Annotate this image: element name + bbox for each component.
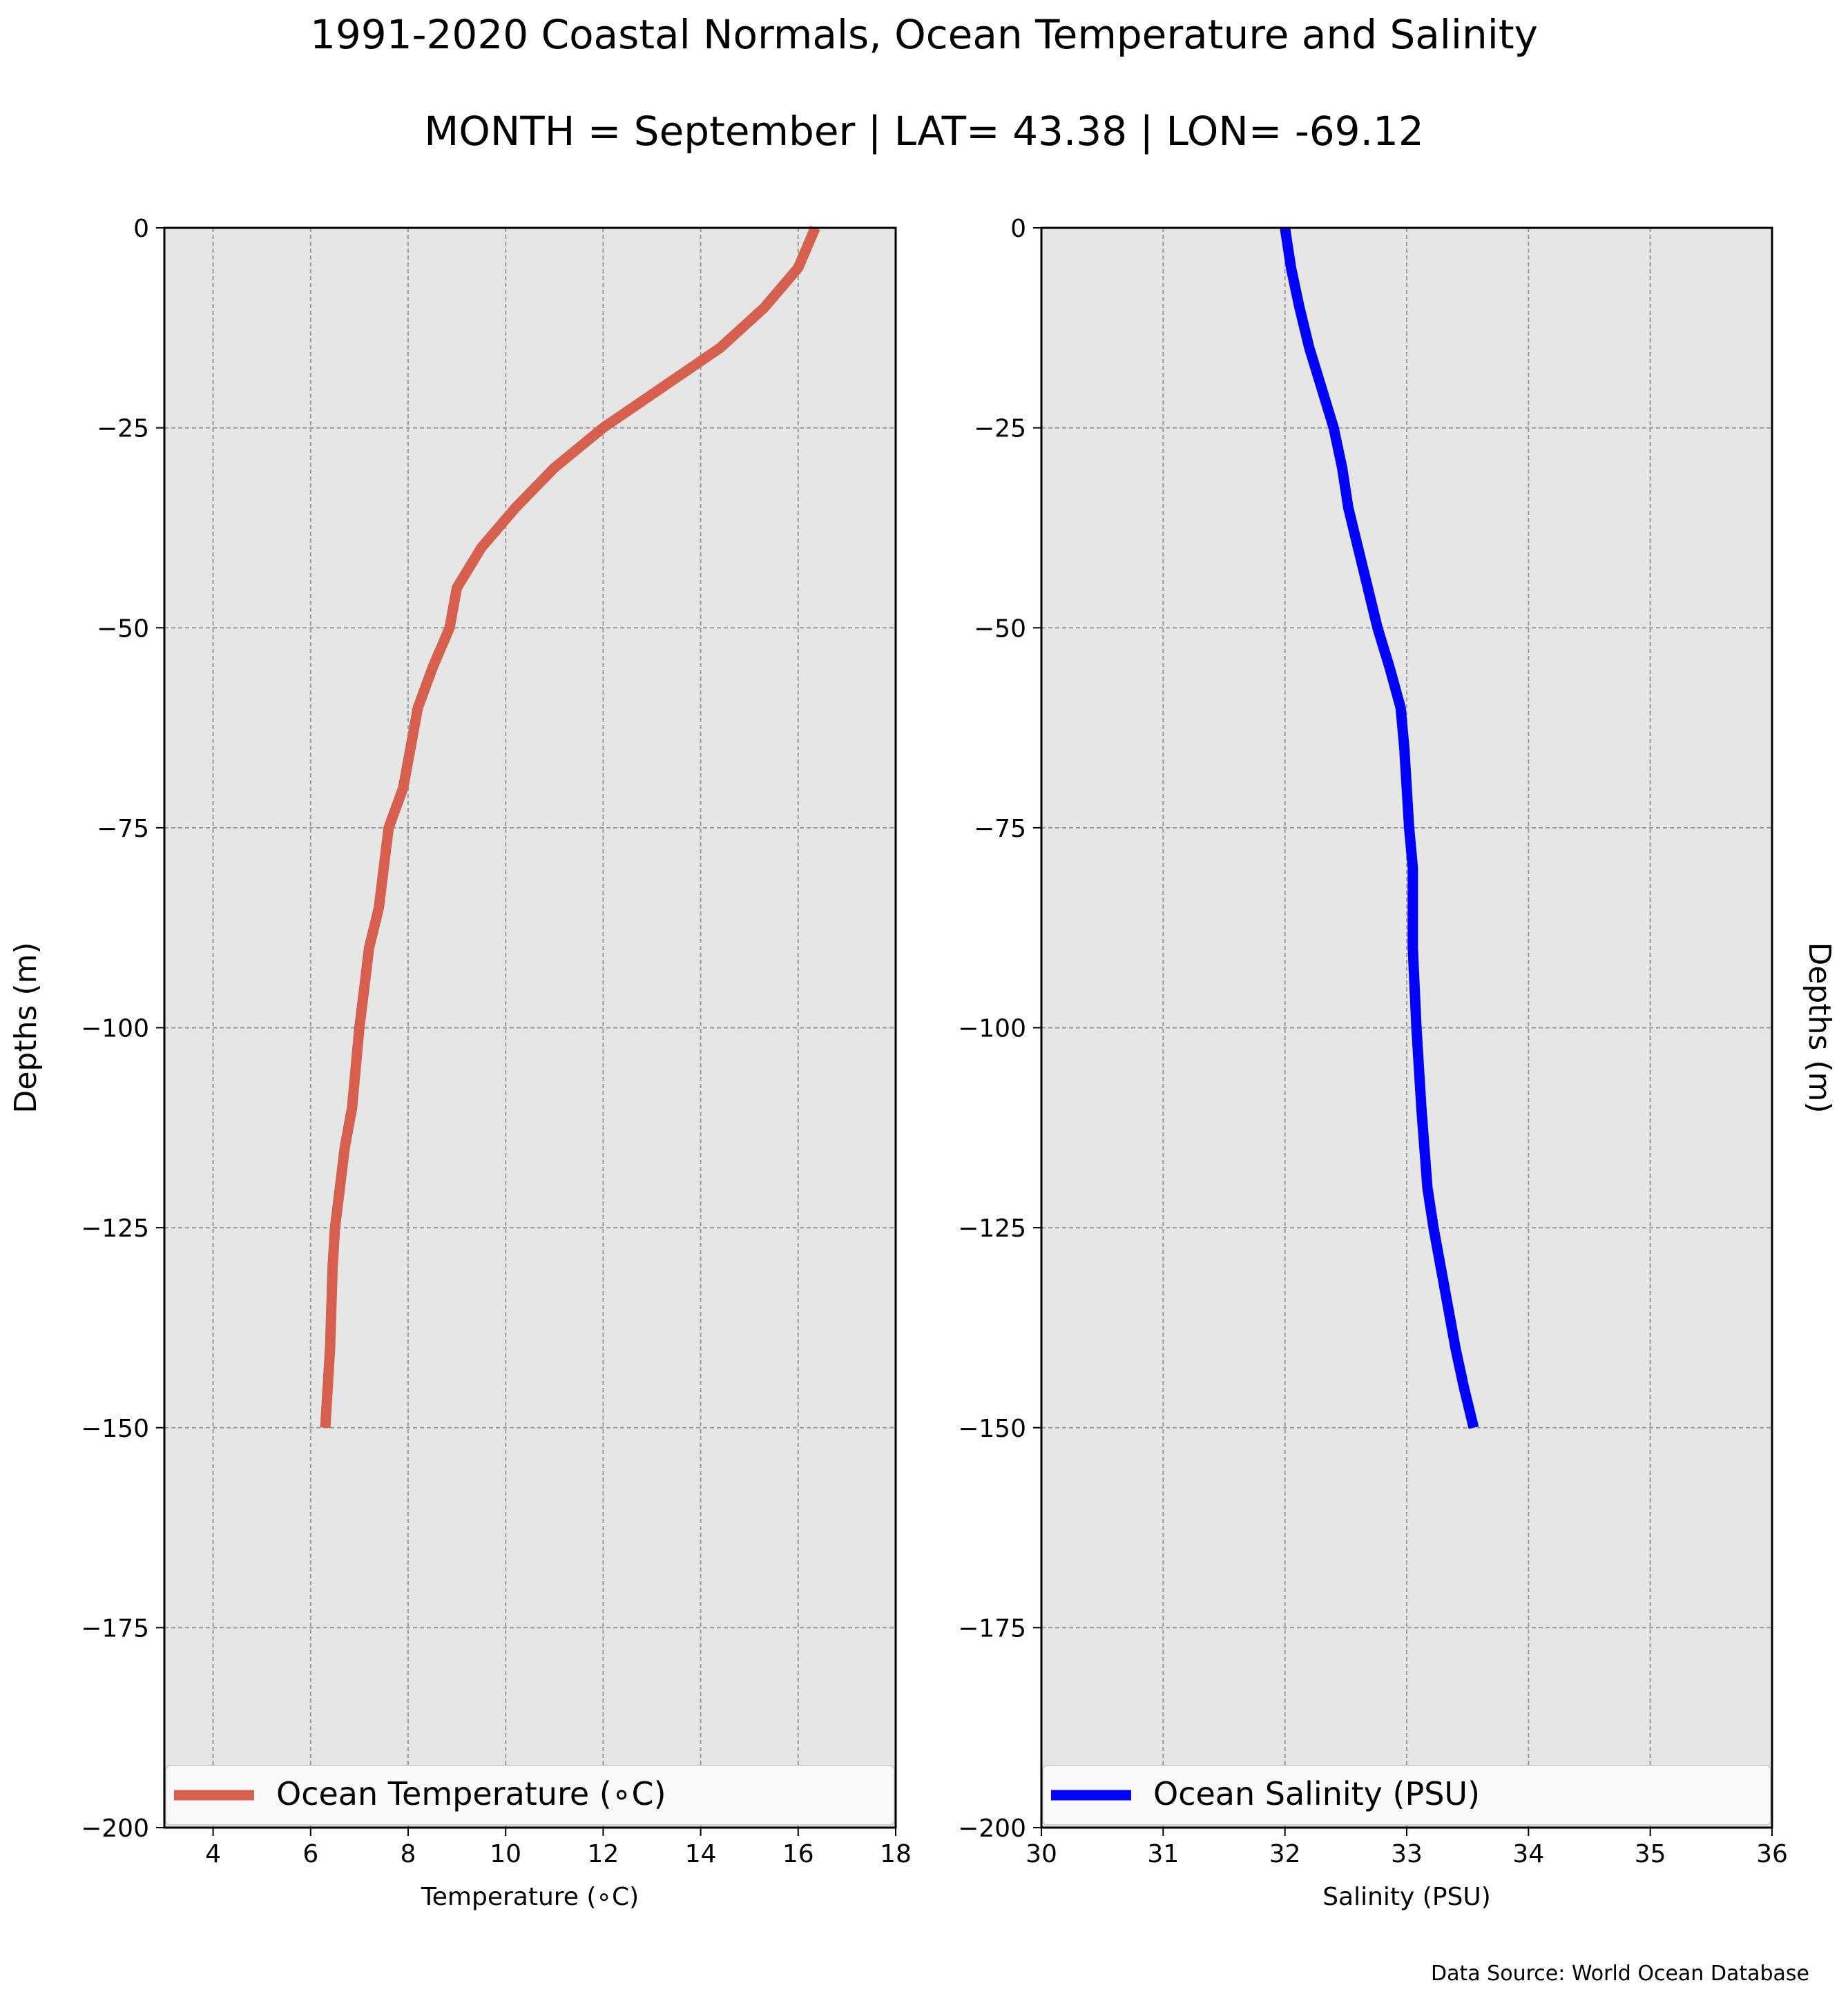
y-tick-label: −175 <box>958 1614 1026 1643</box>
y-tick-label: −125 <box>958 1215 1026 1243</box>
legend-box <box>165 1765 895 1826</box>
y-axis-label: Depths (m) <box>1802 942 1837 1113</box>
x-tick-label: 32 <box>1269 1840 1301 1868</box>
series-line <box>320 226 820 1429</box>
x-tick-label: 14 <box>685 1840 717 1868</box>
y-tick-label: −75 <box>97 815 149 843</box>
x-tick-label: 18 <box>880 1840 912 1868</box>
axes-frame <box>163 226 897 1829</box>
data-source-note: Data Source: World Ocean Database <box>1431 1962 1809 1986</box>
y-tick-label: 0 <box>133 215 149 243</box>
y-tick-label: −200 <box>81 1815 149 1843</box>
x-tick-label: 30 <box>1026 1840 1057 1868</box>
x-tick-label: 16 <box>782 1840 814 1868</box>
y-tick-label: −200 <box>958 1815 1026 1843</box>
y-tick-label: −25 <box>97 415 149 443</box>
x-axis-label: Salinity (PSU) <box>1322 1883 1491 1911</box>
x-tick-label: 6 <box>302 1840 318 1868</box>
y-tick-label: −175 <box>81 1614 149 1643</box>
legend-label: Ocean Salinity (PSU) <box>1153 1775 1480 1812</box>
legend-box <box>1042 1765 1771 1826</box>
x-tick-label: 35 <box>1635 1840 1666 1868</box>
x-tick-label: 8 <box>401 1840 416 1868</box>
y-tick-label: −50 <box>97 615 149 643</box>
x-tick-label: 34 <box>1512 1840 1544 1868</box>
x-tick-label: 33 <box>1391 1840 1423 1868</box>
y-tick-label: −75 <box>974 815 1026 843</box>
x-tick-label: 4 <box>205 1840 221 1868</box>
y-tick-label: −50 <box>974 615 1026 643</box>
chart-subtitle: MONTH = September | LAT= 43.38 | LON= -6… <box>424 108 1424 155</box>
y-tick-label: −100 <box>81 1015 149 1043</box>
x-tick-label: 36 <box>1756 1840 1788 1868</box>
series-line <box>1280 226 1479 1429</box>
plot-area <box>1041 228 1772 1828</box>
y-tick-label: −25 <box>974 415 1026 443</box>
salinity-panel: 30 31 32 33 34 35 36 0 −25 −50 −75 −100 −125 −150 −175… <box>958 215 1837 1911</box>
temperature-panel: 4 6 8 10 12 14 16 18 0 −25 −50 −75 −100 −125 −150 −175 −… <box>8 215 912 1911</box>
legend-label: Ocean Temperature (∘C) <box>276 1775 666 1812</box>
x-tick-label: 10 <box>490 1840 521 1868</box>
axes-frame <box>1040 226 1773 1829</box>
y-tick-label: 0 <box>1010 215 1026 243</box>
x-axis-label: Temperature (∘C) <box>421 1883 639 1911</box>
y-tick-label: −150 <box>81 1415 149 1443</box>
y-tick-label: −150 <box>958 1415 1026 1443</box>
y-tick-label: −100 <box>958 1015 1026 1043</box>
y-axis-label: Depths (m) <box>8 942 44 1113</box>
chart-title: 1991-2020 Coastal Normals, Ocean Tempera… <box>310 11 1538 58</box>
x-tick-label: 31 <box>1147 1840 1179 1868</box>
y-tick-label: −125 <box>81 1215 149 1243</box>
x-tick-label: 12 <box>587 1840 619 1868</box>
